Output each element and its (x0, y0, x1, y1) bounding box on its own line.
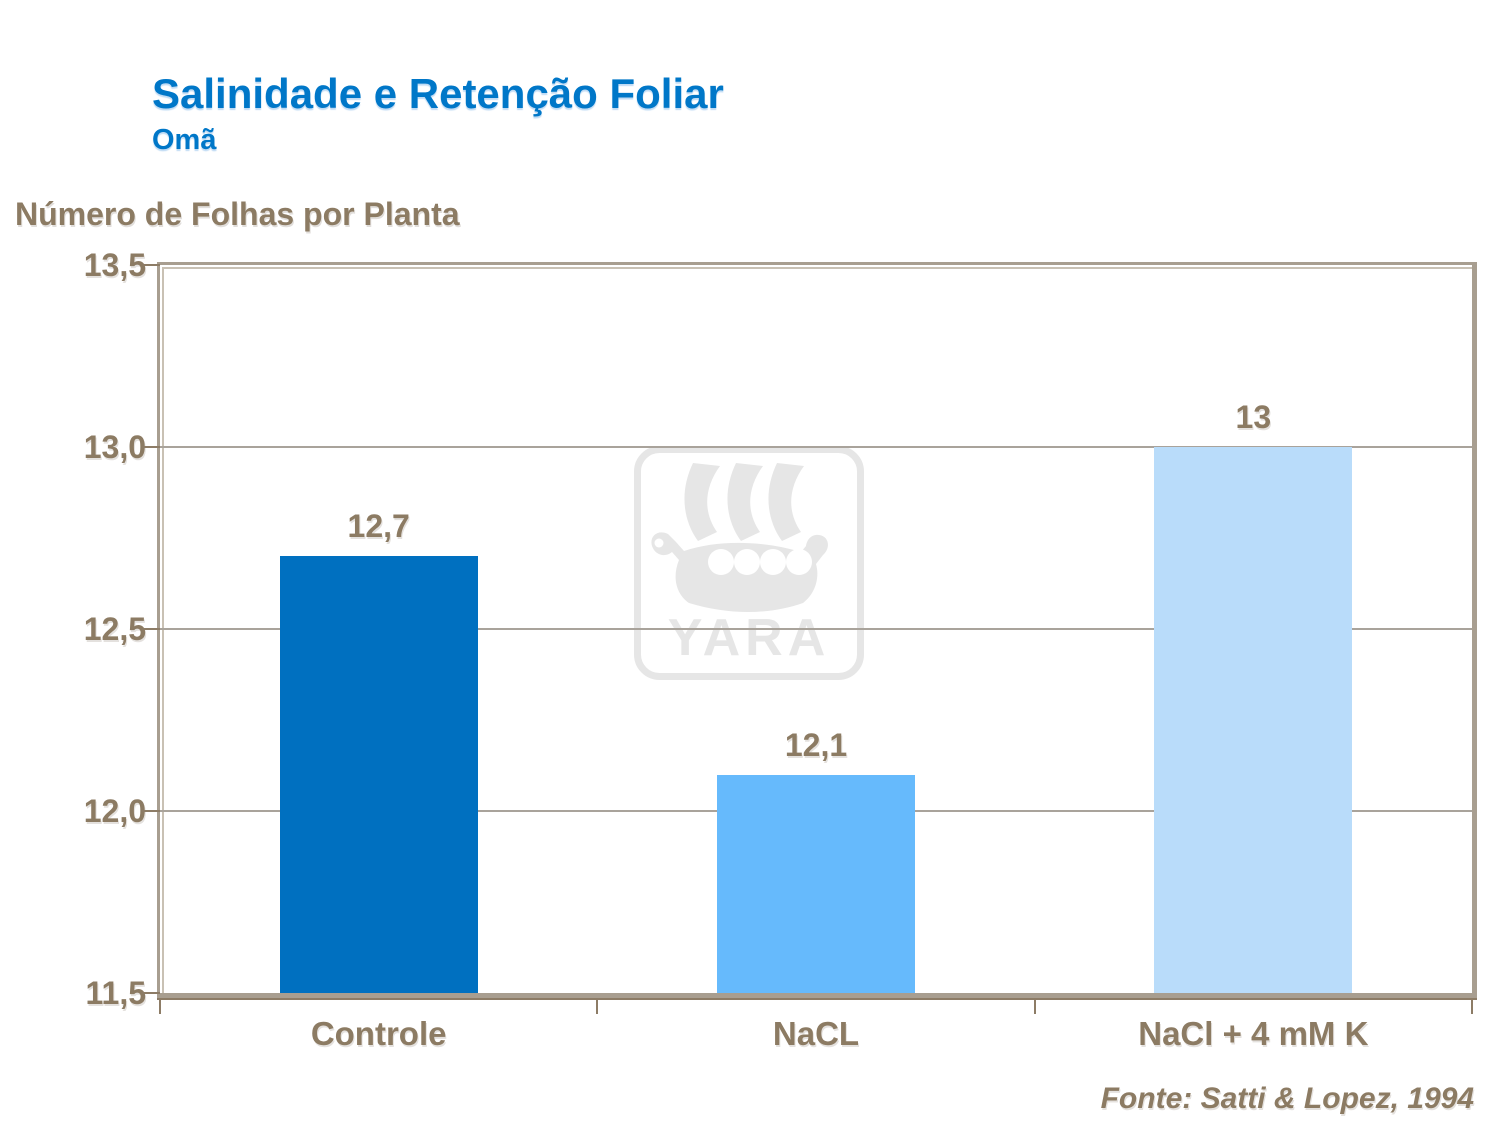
page-subtitle: Omã (152, 124, 217, 156)
x-axis-line (157, 998, 1477, 1000)
x-category-label: Controle (310, 1015, 447, 1052)
page-title: Salinidade e Retenção Foliar (152, 70, 724, 117)
y-tick-label: 12,0 (83, 793, 146, 829)
watermark-frame (634, 446, 864, 680)
chart-title: Número de Folhas por Planta (15, 196, 460, 232)
x-tick (159, 998, 161, 1014)
x-tick (1471, 998, 1473, 1014)
x-tick (596, 998, 599, 1014)
yara-watermark: YARA (634, 446, 864, 680)
x-tick (1033, 998, 1036, 1014)
watermark-brand: YARA (668, 609, 831, 667)
x-category-label: NaCl + 4 mM K (1138, 1015, 1369, 1052)
x-category-label: NaCL (772, 1015, 860, 1052)
y-tick-label: 11,5 (85, 975, 146, 1011)
y-tick-label: 13,5 (83, 247, 146, 283)
plot-area (157, 262, 1477, 998)
y-tick-label: 12,5 (83, 611, 146, 647)
y-tick-label: 13,0 (83, 429, 146, 465)
source-citation: Fonte: Satti & Lopez, 1994 (1100, 1082, 1474, 1115)
viking-ship-icon (651, 463, 828, 612)
